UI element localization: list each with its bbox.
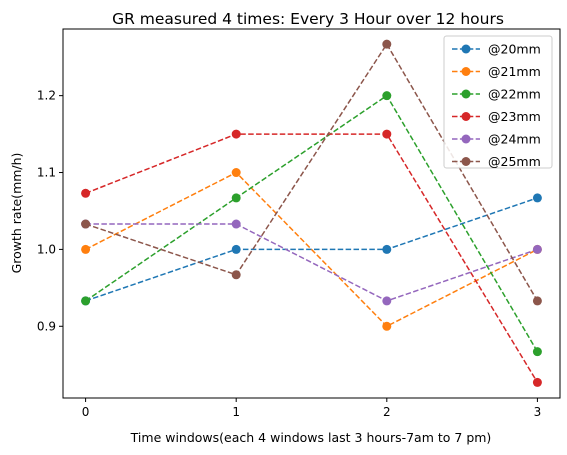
x-tick-label: 0 bbox=[82, 405, 90, 419]
data-point bbox=[382, 321, 392, 331]
data-point bbox=[231, 219, 241, 229]
legend-label: @21mm bbox=[488, 64, 541, 79]
data-point bbox=[532, 347, 542, 357]
series-line-3 bbox=[85, 133, 539, 383]
data-point bbox=[231, 270, 241, 280]
data-point bbox=[382, 129, 392, 139]
legend-marker bbox=[461, 112, 471, 121]
y-tick-label: 1.0 bbox=[37, 242, 56, 256]
data-point bbox=[81, 219, 91, 229]
legend-label: @20mm bbox=[488, 42, 541, 57]
chart-title: GR measured 4 times: Every 3 Hour over 1… bbox=[112, 10, 504, 28]
plot-frame bbox=[62, 28, 561, 399]
legend-marker bbox=[461, 134, 471, 144]
legend-marker bbox=[461, 67, 471, 76]
x-axis-label: Time windows(each 4 windows last 3 hours… bbox=[130, 430, 492, 445]
legend-label: @23mm bbox=[488, 109, 541, 124]
y-axis-label: Growth rate(mm/h) bbox=[9, 153, 24, 274]
legend-box bbox=[443, 35, 553, 169]
legend-label: @22mm bbox=[488, 87, 541, 102]
data-point bbox=[382, 244, 392, 254]
y-axis: 0.9 1.0 1.1 1.2 bbox=[37, 89, 63, 333]
data-point bbox=[81, 244, 91, 254]
data-point bbox=[81, 188, 91, 198]
x-tick-label: 2 bbox=[383, 405, 391, 419]
x-tick-label: 1 bbox=[232, 405, 240, 419]
y-tick-label: 1.2 bbox=[37, 89, 56, 103]
data-point bbox=[382, 91, 392, 101]
legend-label: @24mm bbox=[488, 132, 541, 147]
data-point bbox=[382, 39, 392, 49]
data-point bbox=[532, 296, 542, 306]
legend-marker bbox=[461, 157, 471, 166]
data-point bbox=[81, 296, 91, 306]
legend-marker bbox=[461, 44, 471, 54]
series-line-5 bbox=[85, 42, 539, 302]
y-tick-label: 1.1 bbox=[37, 166, 56, 180]
legend: @20mm @21mm @22mm @23mm @24mm @25mm bbox=[443, 35, 553, 169]
series-line-4 bbox=[85, 223, 538, 302]
x-axis: 0 1 2 3 bbox=[82, 398, 541, 419]
data-point bbox=[532, 244, 542, 254]
data-point bbox=[532, 377, 542, 387]
y-tick-label: 0.9 bbox=[37, 319, 56, 333]
legend-label: @25mm bbox=[488, 154, 541, 169]
data-point bbox=[231, 168, 241, 178]
legend-marker bbox=[461, 89, 471, 99]
series-line-1 bbox=[85, 171, 538, 328]
x-tick-label: 3 bbox=[534, 405, 542, 419]
data-point bbox=[532, 193, 542, 203]
plot-area bbox=[81, 39, 542, 387]
data-point bbox=[231, 193, 241, 203]
data-point bbox=[231, 129, 241, 139]
data-point bbox=[382, 296, 392, 306]
data-point bbox=[231, 244, 241, 254]
